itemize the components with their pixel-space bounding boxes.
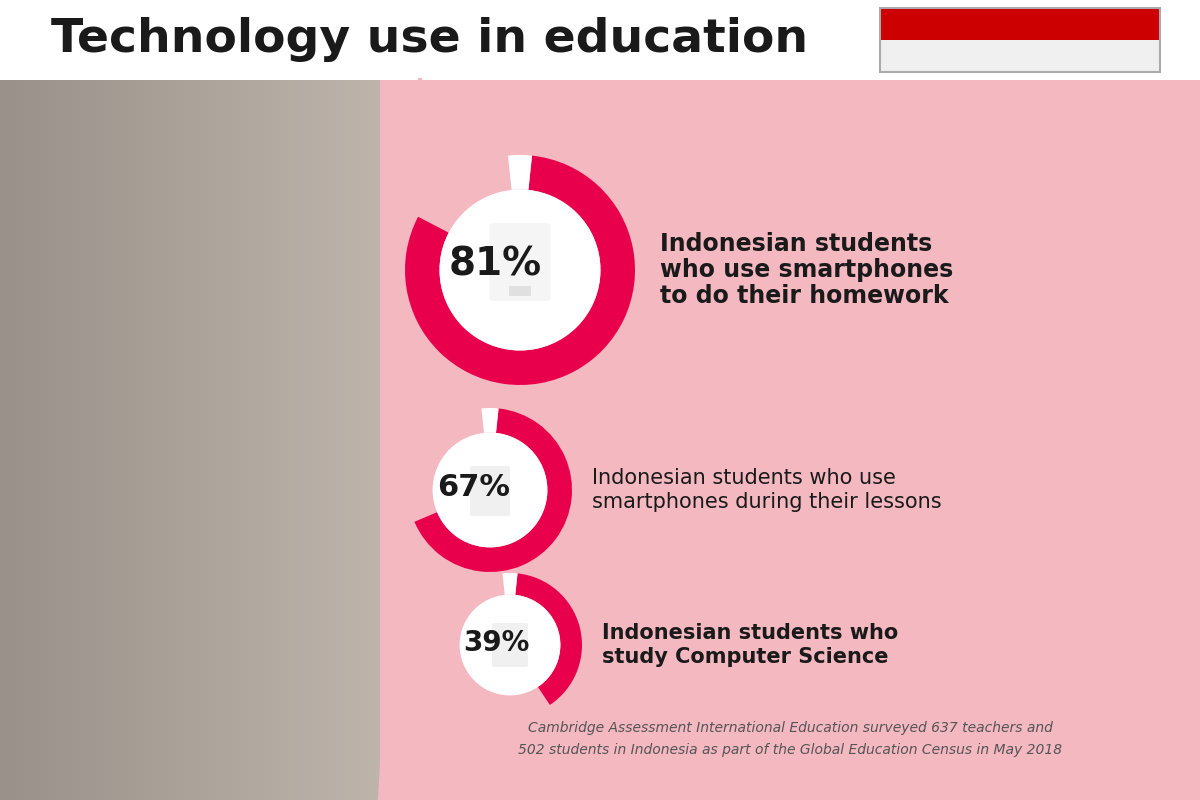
FancyBboxPatch shape	[184, 80, 192, 800]
Wedge shape	[503, 573, 517, 595]
Wedge shape	[414, 409, 572, 572]
FancyBboxPatch shape	[96, 80, 104, 800]
FancyBboxPatch shape	[509, 286, 530, 296]
FancyBboxPatch shape	[160, 80, 168, 800]
FancyBboxPatch shape	[296, 80, 304, 800]
FancyBboxPatch shape	[72, 80, 80, 800]
FancyBboxPatch shape	[240, 80, 248, 800]
Wedge shape	[508, 155, 532, 190]
FancyBboxPatch shape	[128, 80, 136, 800]
FancyBboxPatch shape	[232, 80, 240, 800]
Text: Indonesian students: Indonesian students	[660, 232, 932, 256]
FancyBboxPatch shape	[200, 80, 208, 800]
FancyBboxPatch shape	[40, 80, 48, 800]
FancyBboxPatch shape	[490, 223, 551, 301]
FancyBboxPatch shape	[380, 80, 1200, 800]
FancyBboxPatch shape	[192, 80, 200, 800]
Text: 502 students in Indonesia as part of the Global Education Census in May 2018: 502 students in Indonesia as part of the…	[518, 743, 1062, 757]
FancyBboxPatch shape	[104, 80, 112, 800]
FancyBboxPatch shape	[112, 80, 120, 800]
FancyBboxPatch shape	[0, 0, 1200, 80]
Wedge shape	[408, 408, 572, 572]
FancyBboxPatch shape	[312, 80, 320, 800]
FancyBboxPatch shape	[136, 80, 144, 800]
FancyBboxPatch shape	[256, 80, 264, 800]
FancyBboxPatch shape	[368, 80, 376, 800]
Wedge shape	[515, 574, 582, 705]
FancyBboxPatch shape	[272, 80, 280, 800]
FancyBboxPatch shape	[344, 80, 352, 800]
FancyBboxPatch shape	[492, 623, 528, 667]
Wedge shape	[406, 156, 635, 385]
FancyBboxPatch shape	[280, 80, 288, 800]
FancyBboxPatch shape	[264, 80, 272, 800]
FancyBboxPatch shape	[288, 80, 296, 800]
Text: who use smartphones: who use smartphones	[660, 258, 953, 282]
Wedge shape	[438, 573, 582, 717]
Text: study Computer Science: study Computer Science	[602, 647, 888, 667]
FancyBboxPatch shape	[88, 80, 96, 800]
FancyBboxPatch shape	[352, 80, 360, 800]
Text: 81%: 81%	[449, 246, 541, 284]
Text: Cambridge Assessment International Education surveyed 637 teachers and: Cambridge Assessment International Educa…	[528, 721, 1052, 735]
Text: to do their homework: to do their homework	[660, 284, 949, 308]
Circle shape	[439, 190, 600, 350]
FancyBboxPatch shape	[376, 80, 384, 800]
FancyBboxPatch shape	[8, 80, 16, 800]
FancyBboxPatch shape	[248, 80, 256, 800]
Circle shape	[433, 433, 547, 547]
FancyBboxPatch shape	[152, 80, 160, 800]
FancyBboxPatch shape	[320, 80, 328, 800]
FancyBboxPatch shape	[360, 80, 368, 800]
FancyBboxPatch shape	[328, 80, 336, 800]
FancyBboxPatch shape	[392, 80, 400, 800]
Text: 39%: 39%	[463, 629, 529, 657]
Polygon shape	[380, 80, 420, 800]
Text: Indonesian students who use: Indonesian students who use	[592, 468, 896, 488]
FancyBboxPatch shape	[880, 40, 1160, 72]
FancyBboxPatch shape	[176, 80, 184, 800]
Text: smartphones during their lessons: smartphones during their lessons	[592, 492, 942, 512]
Wedge shape	[481, 408, 498, 433]
FancyBboxPatch shape	[144, 80, 152, 800]
Text: Technology use in education: Technology use in education	[52, 18, 809, 62]
FancyBboxPatch shape	[120, 80, 128, 800]
Text: Indonesian students who: Indonesian students who	[602, 623, 899, 643]
FancyBboxPatch shape	[880, 8, 1160, 40]
FancyBboxPatch shape	[64, 80, 72, 800]
FancyBboxPatch shape	[470, 466, 510, 516]
Wedge shape	[406, 155, 635, 385]
FancyBboxPatch shape	[0, 80, 8, 800]
FancyBboxPatch shape	[216, 80, 224, 800]
FancyBboxPatch shape	[24, 80, 32, 800]
FancyBboxPatch shape	[384, 80, 392, 800]
FancyBboxPatch shape	[304, 80, 312, 800]
FancyBboxPatch shape	[56, 80, 64, 800]
FancyBboxPatch shape	[336, 80, 344, 800]
FancyBboxPatch shape	[16, 80, 24, 800]
FancyBboxPatch shape	[32, 80, 40, 800]
FancyBboxPatch shape	[208, 80, 216, 800]
FancyBboxPatch shape	[224, 80, 232, 800]
Circle shape	[460, 594, 560, 695]
FancyBboxPatch shape	[48, 80, 56, 800]
FancyBboxPatch shape	[80, 80, 88, 800]
FancyBboxPatch shape	[168, 80, 176, 800]
Text: 67%: 67%	[438, 474, 510, 502]
